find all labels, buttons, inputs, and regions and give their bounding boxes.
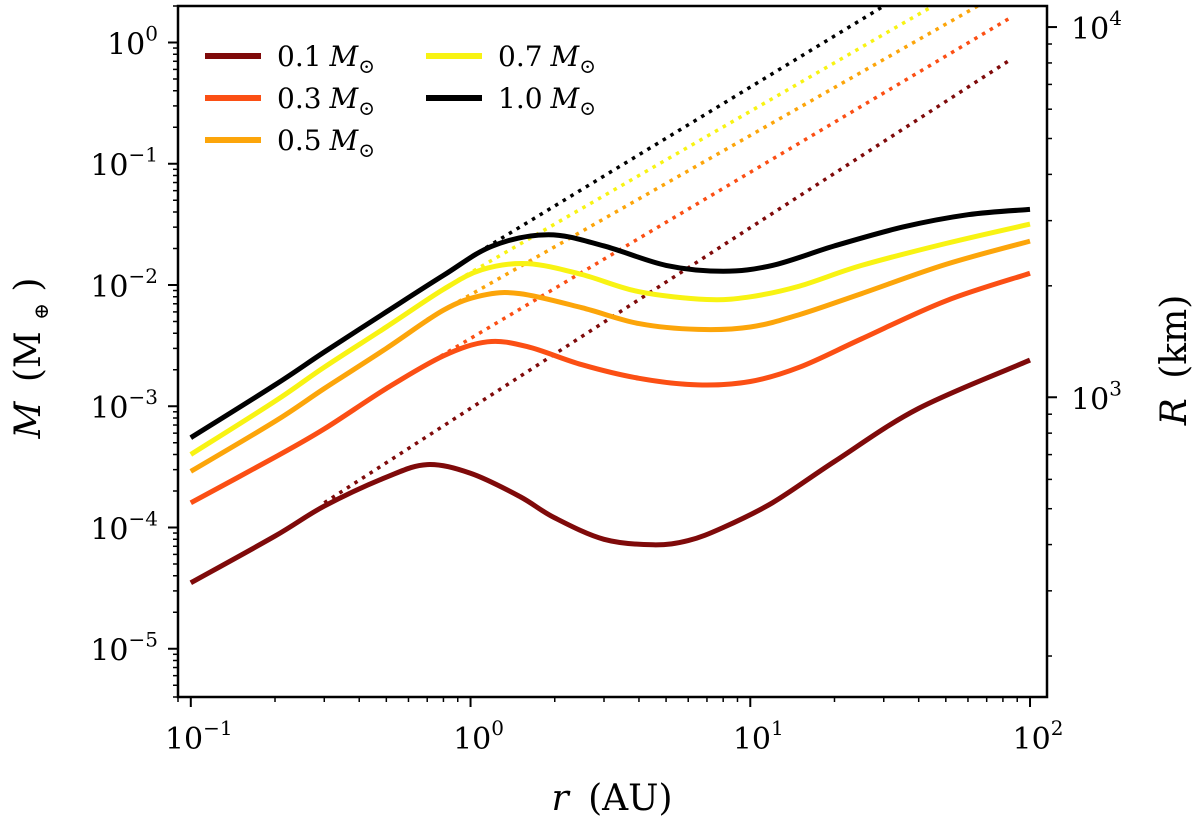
legend-item: 0.1 M⊙ bbox=[205, 40, 375, 78]
y-axis-title: M (M ⊕ ) bbox=[8, 278, 57, 440]
legend-label: 1.0 M⊙ bbox=[498, 82, 596, 120]
legend-label: 0.5 M⊙ bbox=[277, 124, 375, 162]
series-01-solid-line bbox=[189, 357, 1032, 585]
x-tick-label: 102 bbox=[1013, 716, 1064, 757]
x-tick-label: 101 bbox=[733, 716, 784, 757]
series-05-solid-line bbox=[189, 238, 1031, 474]
y-tick-label: 10−2 bbox=[90, 264, 158, 305]
series-07-solid-line bbox=[189, 221, 1031, 457]
legend-label: 0.1 M⊙ bbox=[277, 40, 375, 78]
legend-item: 0.3 M⊙ bbox=[205, 82, 375, 120]
legend-item: 0.5 M⊙ bbox=[205, 124, 375, 162]
legend-item: 1.0 M⊙ bbox=[426, 82, 596, 120]
series-10-solid-line bbox=[189, 206, 1031, 440]
right-tick-label: 103 bbox=[1071, 376, 1122, 417]
right-tick-label: 104 bbox=[1071, 6, 1122, 47]
legend: 0.1 M⊙ 0.3 M⊙ 0.5 M⊙ 0.7 M⊙ 1.0 M⊙ bbox=[205, 40, 596, 162]
y-tick-label: 10−1 bbox=[90, 143, 158, 184]
plot-lines bbox=[189, 6, 1032, 585]
legend-label: 0.3 M⊙ bbox=[277, 82, 375, 120]
series-03-dotted-line bbox=[385, 16, 1012, 391]
legend-label: 0.7 M⊙ bbox=[498, 40, 596, 78]
y-tick-label: 10−4 bbox=[90, 506, 158, 547]
x-tick-label: 10−1 bbox=[165, 716, 233, 757]
series-05-dotted-line bbox=[426, 6, 979, 321]
x-axis-title: r (AU) bbox=[551, 778, 672, 819]
axis-tick-labels: 10−1 100 101 102 10−5 10−4 10−3 10−2 10−1 100 103 1… bbox=[90, 6, 1122, 757]
y-tick-label: 10−3 bbox=[90, 385, 158, 426]
x-tick-label: 100 bbox=[453, 716, 504, 757]
series-03-solid-line bbox=[189, 270, 1031, 505]
series-01-dotted-line bbox=[323, 58, 1012, 505]
y-tick-label: 10−5 bbox=[90, 628, 158, 669]
axis-ticks bbox=[168, 5, 1057, 707]
right-axis-title: R (km) bbox=[1154, 295, 1195, 427]
plot-frame bbox=[176, 4, 1049, 699]
legend-item: 0.7 M⊙ bbox=[426, 40, 596, 78]
y-tick-label: 100 bbox=[107, 21, 158, 62]
